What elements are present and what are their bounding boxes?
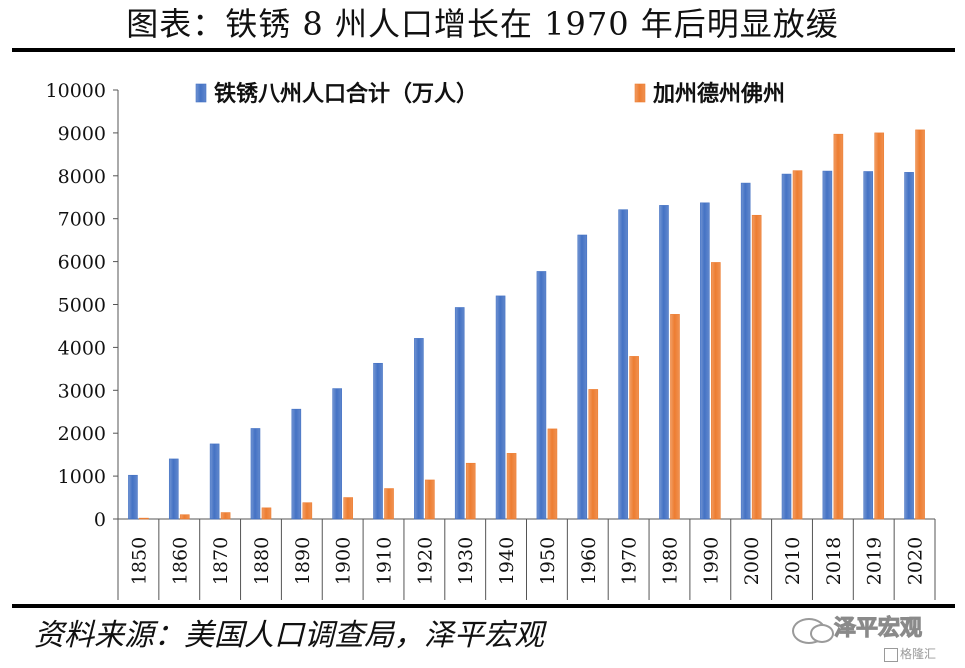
wechat-icon [792,618,834,644]
bar-rust-belt [904,172,914,520]
x-tick-label: 1920 [414,537,436,585]
y-tick-label: 4000 [58,337,106,359]
x-tick-label: 1860 [169,537,191,585]
x-tick-label: 1940 [496,537,518,585]
y-tick-label: 9000 [58,123,106,145]
bar-rust-belt [209,443,220,520]
bar-rust-belt [495,295,506,520]
bar-sun-belt [588,389,599,520]
bar-sun-belt [179,514,190,520]
legend-swatch-rust-belt [195,83,207,103]
x-tick-label: 1850 [128,537,150,585]
bar-sun-belt [629,356,639,520]
bar-sun-belt [384,488,394,520]
bar-rust-belt [332,388,342,520]
bar-rust-belt [822,170,833,520]
source-note: 资料来源：美国人口调查局，泽平宏观 [34,618,544,653]
bar-sun-belt [220,512,231,520]
bar-sun-belt [425,479,435,520]
bar-sun-belt [139,517,149,520]
legend-label-sun-belt: 加州德州佛州 [652,81,785,107]
bar-rust-belt [740,182,751,520]
bar-sun-belt [792,170,803,520]
bar-rust-belt [781,173,792,520]
bar-sun-belt [751,214,762,520]
bar-sun-belt [465,462,476,520]
y-tick-label: 8000 [58,166,106,188]
x-tick-label: 2010 [782,537,804,585]
page-title: 图表：铁锈 8 州人口增长在 1970 年后明显放缓 [126,5,839,43]
x-tick-label: 1900 [333,537,355,585]
bar-rust-belt [536,271,547,520]
x-tick-label: 2018 [823,537,845,585]
bar-sun-belt [833,133,844,520]
bar-rust-belt [618,209,628,520]
y-tick-label: 5000 [58,295,106,317]
x-tick-label: 1930 [455,537,477,585]
bar-rust-belt [250,428,261,520]
y-tick-label: 2000 [58,423,106,445]
bar-rust-belt [128,474,138,520]
y-tick-label: 7000 [58,209,106,231]
legend-swatch-sun-belt [634,83,646,103]
bar-rust-belt [454,307,465,520]
bar-sun-belt [547,428,558,520]
bar-sun-belt [261,507,272,520]
bar-rust-belt [168,458,179,520]
y-tick-label: 3000 [58,380,106,402]
x-tick-label: 1980 [659,537,681,585]
bar-rust-belt [659,205,669,520]
x-tick-label: 1880 [251,537,273,585]
gelonghui-icon [884,648,898,662]
legend-label-rust-belt: 铁锈八州人口合计（万人） [214,81,478,107]
source-divider [12,604,955,608]
x-tick-label: 1990 [700,537,722,585]
bar-rust-belt [577,234,588,520]
x-tick-label: 1950 [537,537,559,585]
watermark-source: 格隆汇 [900,647,937,661]
bar-sun-belt [874,132,885,520]
x-tick-label: 1870 [210,537,232,585]
bar-sun-belt [915,129,925,520]
y-tick-label: 0 [94,509,106,531]
bar-sun-belt [711,262,721,520]
bar-rust-belt [373,362,383,520]
bar-rust-belt [863,171,874,520]
bar-rust-belt [291,408,302,520]
x-tick-label: 1970 [619,537,641,585]
bar-sun-belt [506,453,517,520]
y-tick-label: 10000 [46,80,106,102]
bar-sun-belt [670,314,680,520]
y-tick-label: 6000 [58,252,106,274]
y-tick-label: 1000 [58,466,106,488]
x-tick-label: 1910 [374,537,396,585]
population-bar-chart: 0 1000 2000 3000 4000 5000 6000 7000 8000 9000 100… [46,80,936,600]
bar-rust-belt [700,202,710,520]
watermark-brand: 泽平宏观 [833,616,923,642]
x-tick-label: 1890 [292,537,314,585]
bar-rust-belt [414,338,424,520]
bar-sun-belt [302,502,313,520]
x-tick-label: 2000 [741,537,763,585]
bar-sun-belt [343,497,353,520]
x-tick-label: 2019 [864,537,886,585]
x-tick-label: 1960 [578,537,600,585]
watermark: 泽平宏观 格隆汇 [788,612,958,666]
title-divider [12,48,955,52]
x-tick-label: 2020 [905,537,927,585]
